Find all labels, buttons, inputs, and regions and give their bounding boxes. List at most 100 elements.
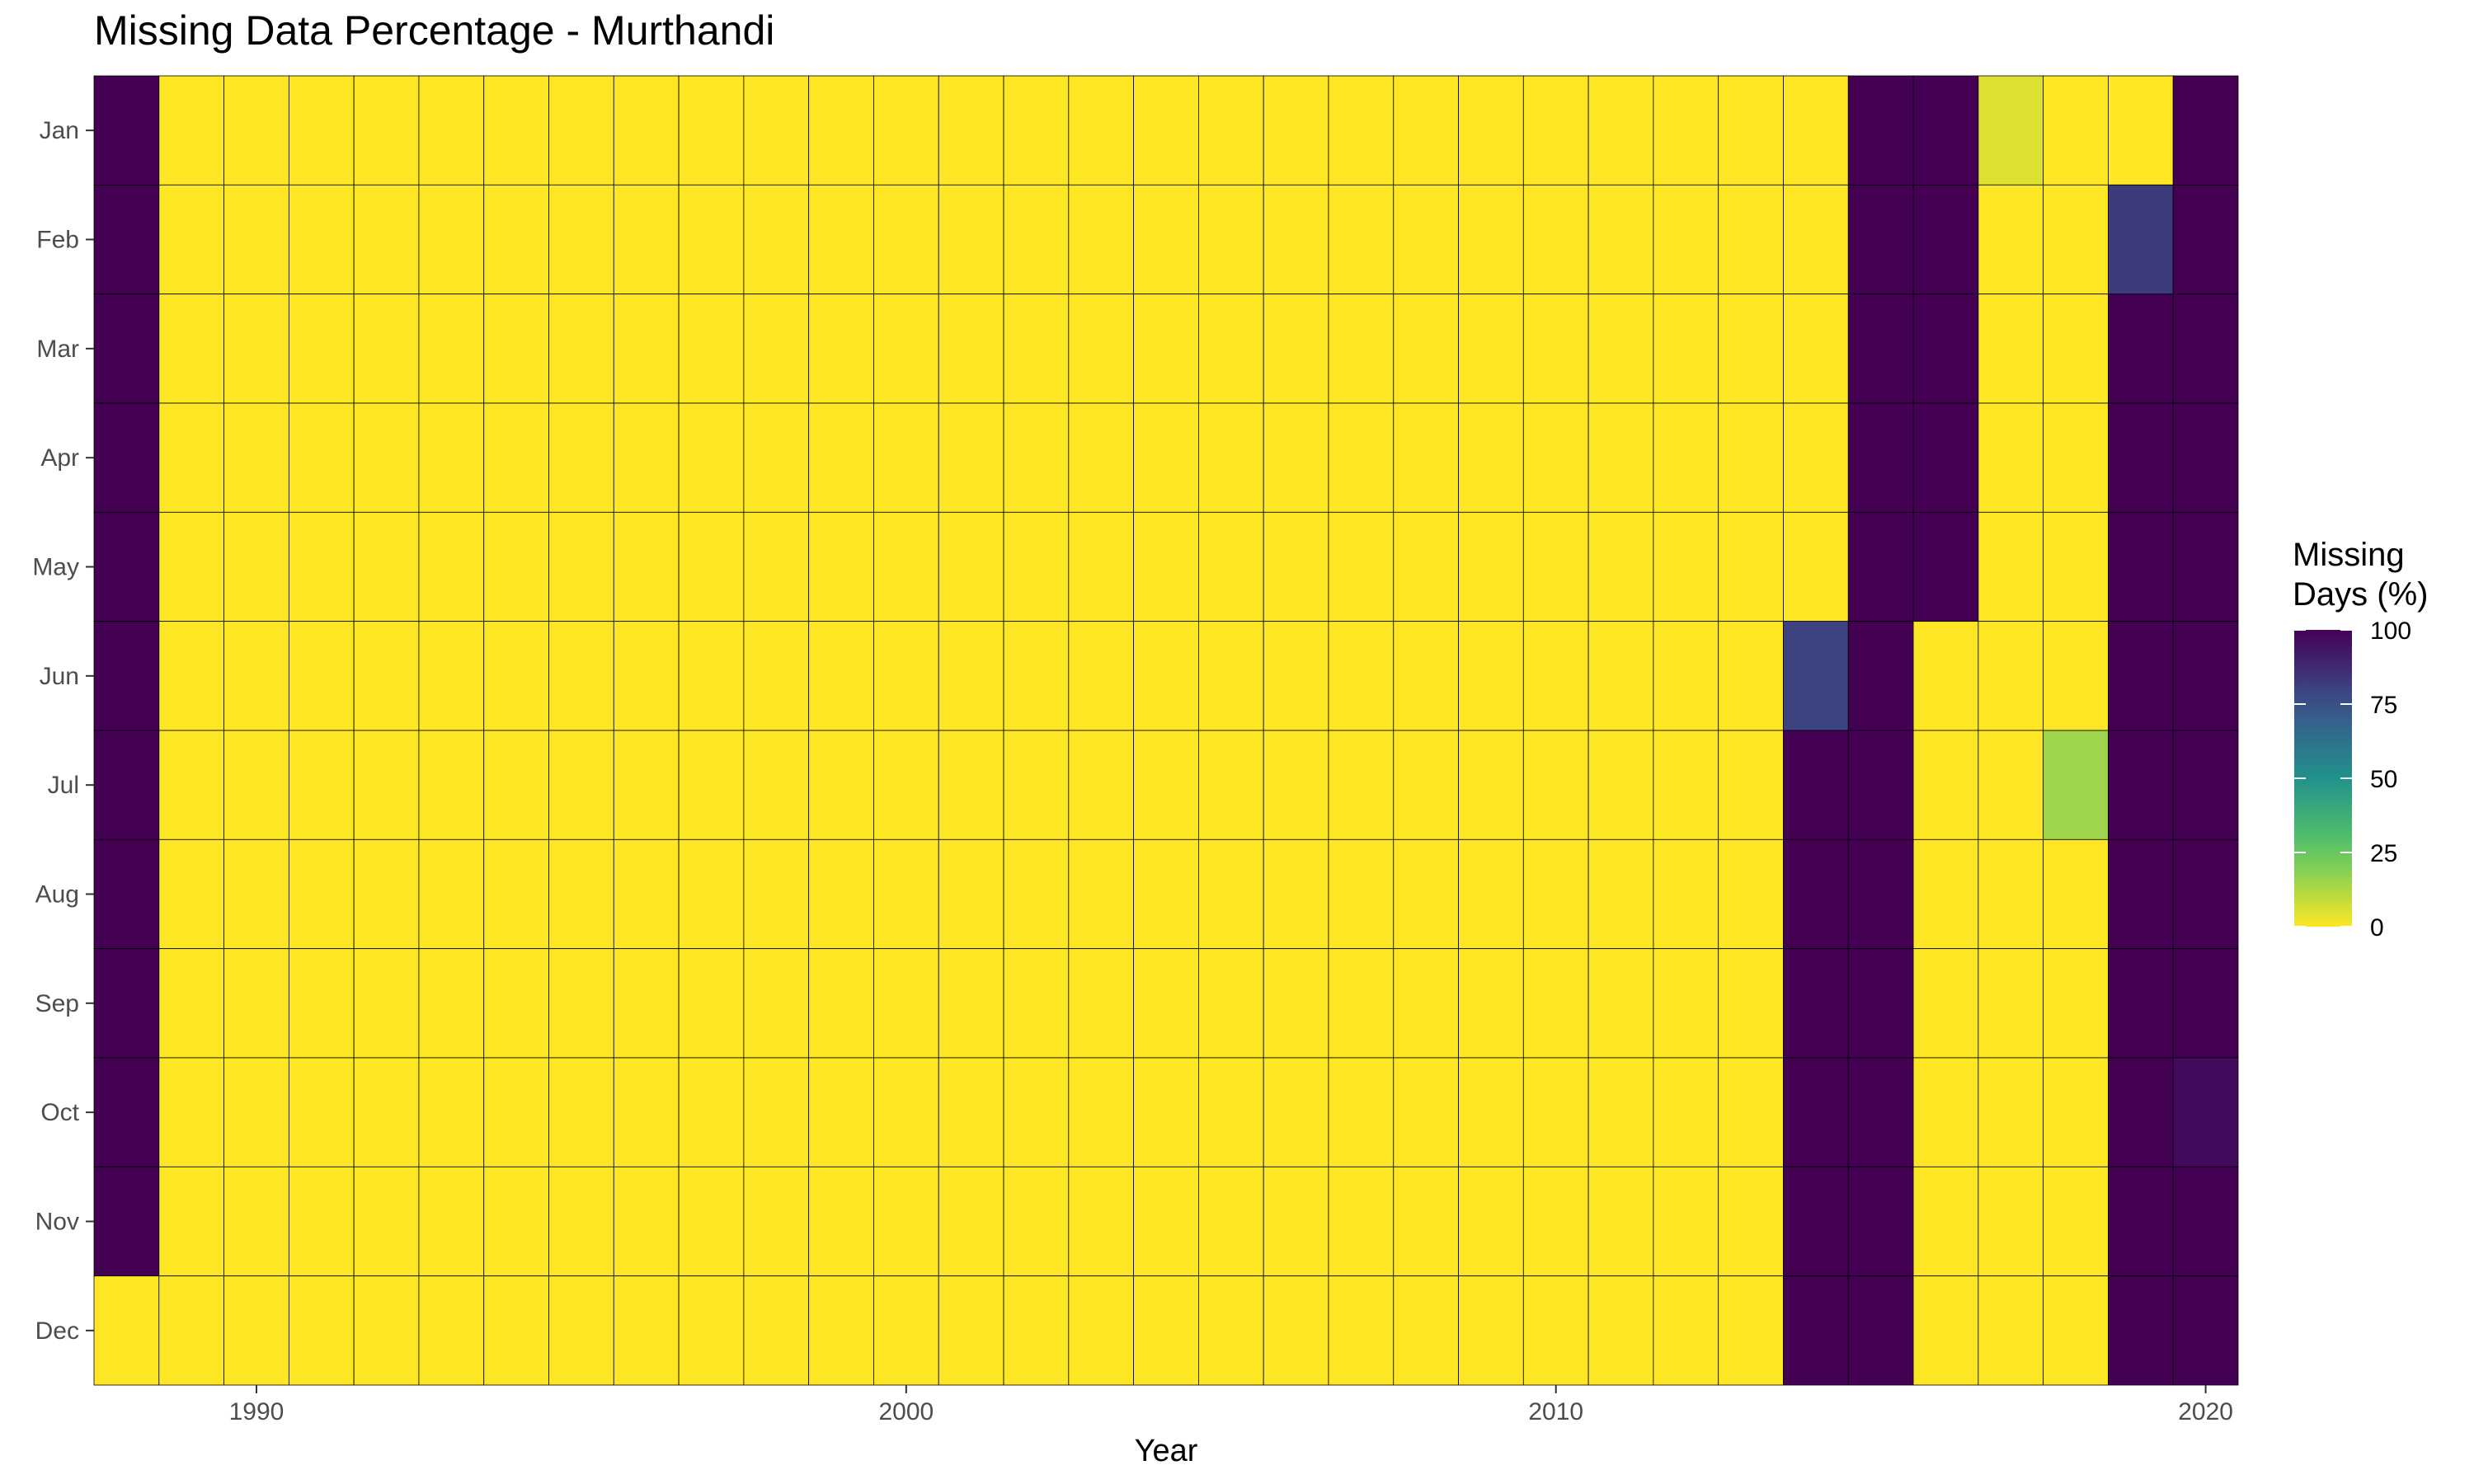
- heatmap-cell: Oct 2016: 0%: [1912, 1057, 1979, 1167]
- heatmap-cell: Jul 2010: 0%: [1522, 730, 1589, 840]
- heatmap-cell: Jan 2015: 100%: [1847, 75, 1914, 186]
- heatmap-cell: Dec 2014: 100%: [1783, 1275, 1849, 1386]
- heatmap-cell: Dec 2020: 100%: [2172, 1275, 2239, 1386]
- heatmap-cell: Dec 2010: 0%: [1522, 1275, 1589, 1386]
- heatmap-cell: Jul 2016: 0%: [1912, 730, 1979, 840]
- heatmap-cell: Aug 2000: 0%: [873, 838, 939, 950]
- heatmap-cell: Dec 2017: 0%: [1978, 1275, 2044, 1386]
- heatmap-cell: Jul 2001: 0%: [938, 730, 1004, 840]
- heatmap-cell: Sep 2010: 0%: [1522, 948, 1589, 1059]
- heatmap-cell: Nov 2000: 0%: [873, 1166, 939, 1277]
- heatmap-cell: Dec 2013: 0%: [1718, 1275, 1784, 1386]
- heatmap-cell: Jan 2002: 0%: [1003, 75, 1070, 186]
- heatmap-cell: Feb 1998: 0%: [743, 184, 810, 295]
- heatmap-cell: Jul 1999: 0%: [808, 730, 874, 840]
- heatmap-cell: Jan 1999: 0%: [808, 75, 874, 186]
- y-tick-label: Aug: [35, 881, 79, 909]
- heatmap-cell: Jul 1994: 0%: [483, 730, 549, 840]
- heatmap-cell: Jul 2018: 15%: [2043, 730, 2109, 840]
- heatmap-cell: Feb 2018: 0%: [2043, 184, 2109, 295]
- heatmap-cell: Jun 1998: 0%: [743, 621, 810, 731]
- heatmap-cell: Apr 1995: 0%: [548, 402, 614, 513]
- heatmap-cell: Feb 2005: 0%: [1197, 184, 1264, 295]
- heatmap-cell: Feb 2009: 0%: [1458, 184, 1524, 295]
- heatmap-cell: Jun 2007: 0%: [1328, 621, 1395, 731]
- heatmap-cell: Aug 1996: 0%: [613, 838, 680, 950]
- heatmap-cell: Mar 2010: 0%: [1522, 294, 1589, 404]
- heatmap-cell: Jul 2013: 0%: [1718, 730, 1784, 840]
- heatmap-cell: Apr 2012: 0%: [1653, 402, 1719, 513]
- heatmap-cell: Jun 2010: 0%: [1522, 621, 1589, 731]
- heatmap-cell: Jul 1992: 0%: [353, 730, 420, 840]
- heatmap-cell: May 2011: 0%: [1587, 511, 1654, 622]
- heatmap-cell: Nov 1996: 0%: [613, 1166, 680, 1277]
- heatmap-cell: Sep 2008: 0%: [1393, 948, 1459, 1059]
- heatmap-cell: Aug 2007: 0%: [1328, 838, 1395, 950]
- heatmap-cell: Sep 1997: 0%: [678, 948, 745, 1059]
- heatmap-cell: Jan 2006: 0%: [1263, 75, 1329, 186]
- heatmap-cell: Sep 2007: 0%: [1328, 948, 1395, 1059]
- heatmap-cell: Oct 2020: 97%: [2172, 1057, 2239, 1167]
- heatmap-cell: Mar 2016: 100%: [1912, 294, 1979, 404]
- heatmap-cell: May 2003: 0%: [1068, 511, 1135, 622]
- heatmap-cell: Feb 1988: 100%: [93, 184, 160, 295]
- heatmap-cell: Mar 1990: 0%: [223, 294, 289, 404]
- heatmap-cell: Sep 2002: 0%: [1003, 948, 1070, 1059]
- heatmap-cell: Nov 2010: 0%: [1522, 1166, 1589, 1277]
- heatmap-cell: Sep 2000: 0%: [873, 948, 939, 1059]
- heatmap-cell: Feb 1994: 0%: [483, 184, 549, 295]
- heatmap-cell: Aug 2004: 0%: [1133, 838, 1199, 950]
- heatmap-cell: Aug 2008: 0%: [1393, 838, 1459, 950]
- heatmap-cell: Sep 1990: 0%: [223, 948, 289, 1059]
- heatmap-cell: Oct 2019: 100%: [2108, 1057, 2174, 1167]
- heatmap-cell: Aug 2001: 0%: [938, 838, 1004, 950]
- heatmap-cell: Feb 2007: 0%: [1328, 184, 1395, 295]
- heatmap-cell: Mar 2013: 0%: [1718, 294, 1784, 404]
- heatmap-cell: Apr 2003: 0%: [1068, 402, 1135, 513]
- heatmap-cell: Jan 1992: 0%: [353, 75, 420, 186]
- heatmap-cell: Apr 1996: 0%: [613, 402, 680, 513]
- heatmap-cell: Jun 2004: 0%: [1133, 621, 1199, 731]
- heatmap-cell: Nov 2011: 0%: [1587, 1166, 1654, 1277]
- heatmap-cell: Jul 1997: 0%: [678, 730, 745, 840]
- heatmap-cell: Jul 2019: 100%: [2108, 730, 2174, 840]
- heatmap-cell: Mar 2007: 0%: [1328, 294, 1395, 404]
- heatmap-cell: Jan 1996: 0%: [613, 75, 680, 186]
- x-tick-label: 2000: [878, 1398, 934, 1425]
- heatmap-cell: Jan 2010: 0%: [1522, 75, 1589, 186]
- heatmap-cell: Jan 2003: 0%: [1068, 75, 1135, 186]
- heatmap-cell: Dec 2019: 100%: [2108, 1275, 2174, 1386]
- heatmap-cell: Dec 1992: 0%: [353, 1275, 420, 1386]
- heatmap-cell: Dec 2016: 0%: [1912, 1275, 1979, 1386]
- heatmap-cell: Jun 2006: 0%: [1263, 621, 1329, 731]
- heatmap-cell: May 2015: 100%: [1847, 511, 1914, 622]
- heatmap-cell: Jan 1995: 0%: [548, 75, 614, 186]
- heatmap-cell: Jan 2004: 0%: [1133, 75, 1199, 186]
- heatmap-cell: Nov 2003: 0%: [1068, 1166, 1135, 1277]
- heatmap-cell: Apr 2013: 0%: [1718, 402, 1784, 513]
- y-tick-label: Oct: [40, 1099, 79, 1126]
- heatmap-cell: Oct 1994: 0%: [483, 1057, 549, 1167]
- heatmap-cell: Jul 2015: 100%: [1847, 730, 1914, 840]
- y-tick-label: Jul: [48, 772, 79, 799]
- heatmap-cell: Dec 1996: 0%: [613, 1275, 680, 1386]
- heatmap-cell: Nov 1992: 0%: [353, 1166, 420, 1277]
- heatmap-cell: Mar 2004: 0%: [1133, 294, 1199, 404]
- heatmap-cell: Oct 1996: 0%: [613, 1057, 680, 1167]
- heatmap-cell: Jan 1991: 0%: [288, 75, 355, 186]
- heatmap-cell: Sep 1996: 0%: [613, 948, 680, 1059]
- heatmap-cell: Aug 2010: 0%: [1522, 838, 1589, 950]
- heatmap-cell: Jul 1993: 0%: [418, 730, 485, 840]
- heatmap-cell: Nov 1991: 0%: [288, 1166, 355, 1277]
- heatmap-cell: Sep 2003: 0%: [1068, 948, 1135, 1059]
- heatmap-cell: Dec 1988: 0%: [93, 1275, 160, 1386]
- heatmap-cell: Apr 1997: 0%: [678, 402, 745, 513]
- heatmap-cell: Feb 2008: 0%: [1393, 184, 1459, 295]
- heatmap-cell: Oct 1995: 0%: [548, 1057, 614, 1167]
- heatmap-cell: Dec 2005: 0%: [1197, 1275, 1264, 1386]
- heatmap-cell: Jun 1995: 0%: [548, 621, 614, 731]
- heatmap-cell: Aug 1999: 0%: [808, 838, 874, 950]
- heatmap-cell: Feb 1999: 0%: [808, 184, 874, 295]
- heatmap-cell: Sep 2017: 0%: [1978, 948, 2044, 1059]
- heatmap-cell: Oct 1993: 0%: [418, 1057, 485, 1167]
